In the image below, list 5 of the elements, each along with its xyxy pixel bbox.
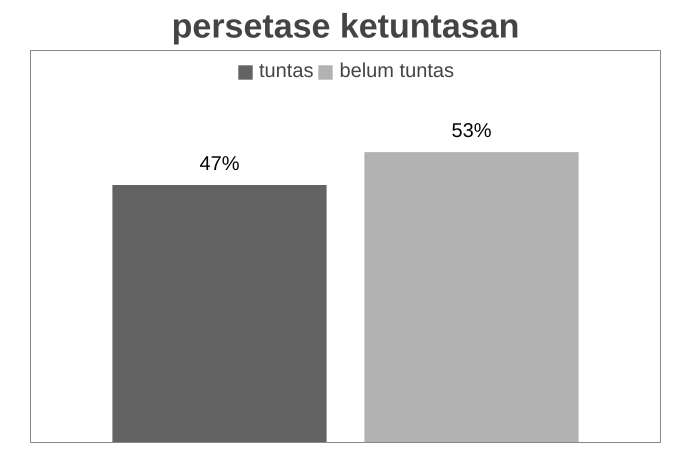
data-label: 47% <box>199 153 240 175</box>
legend-label: belum tuntas <box>339 60 454 83</box>
legend-label: tuntas <box>259 60 314 83</box>
data-label: 53% <box>451 120 492 142</box>
chart-title: persetase ketuntasan <box>172 8 520 46</box>
